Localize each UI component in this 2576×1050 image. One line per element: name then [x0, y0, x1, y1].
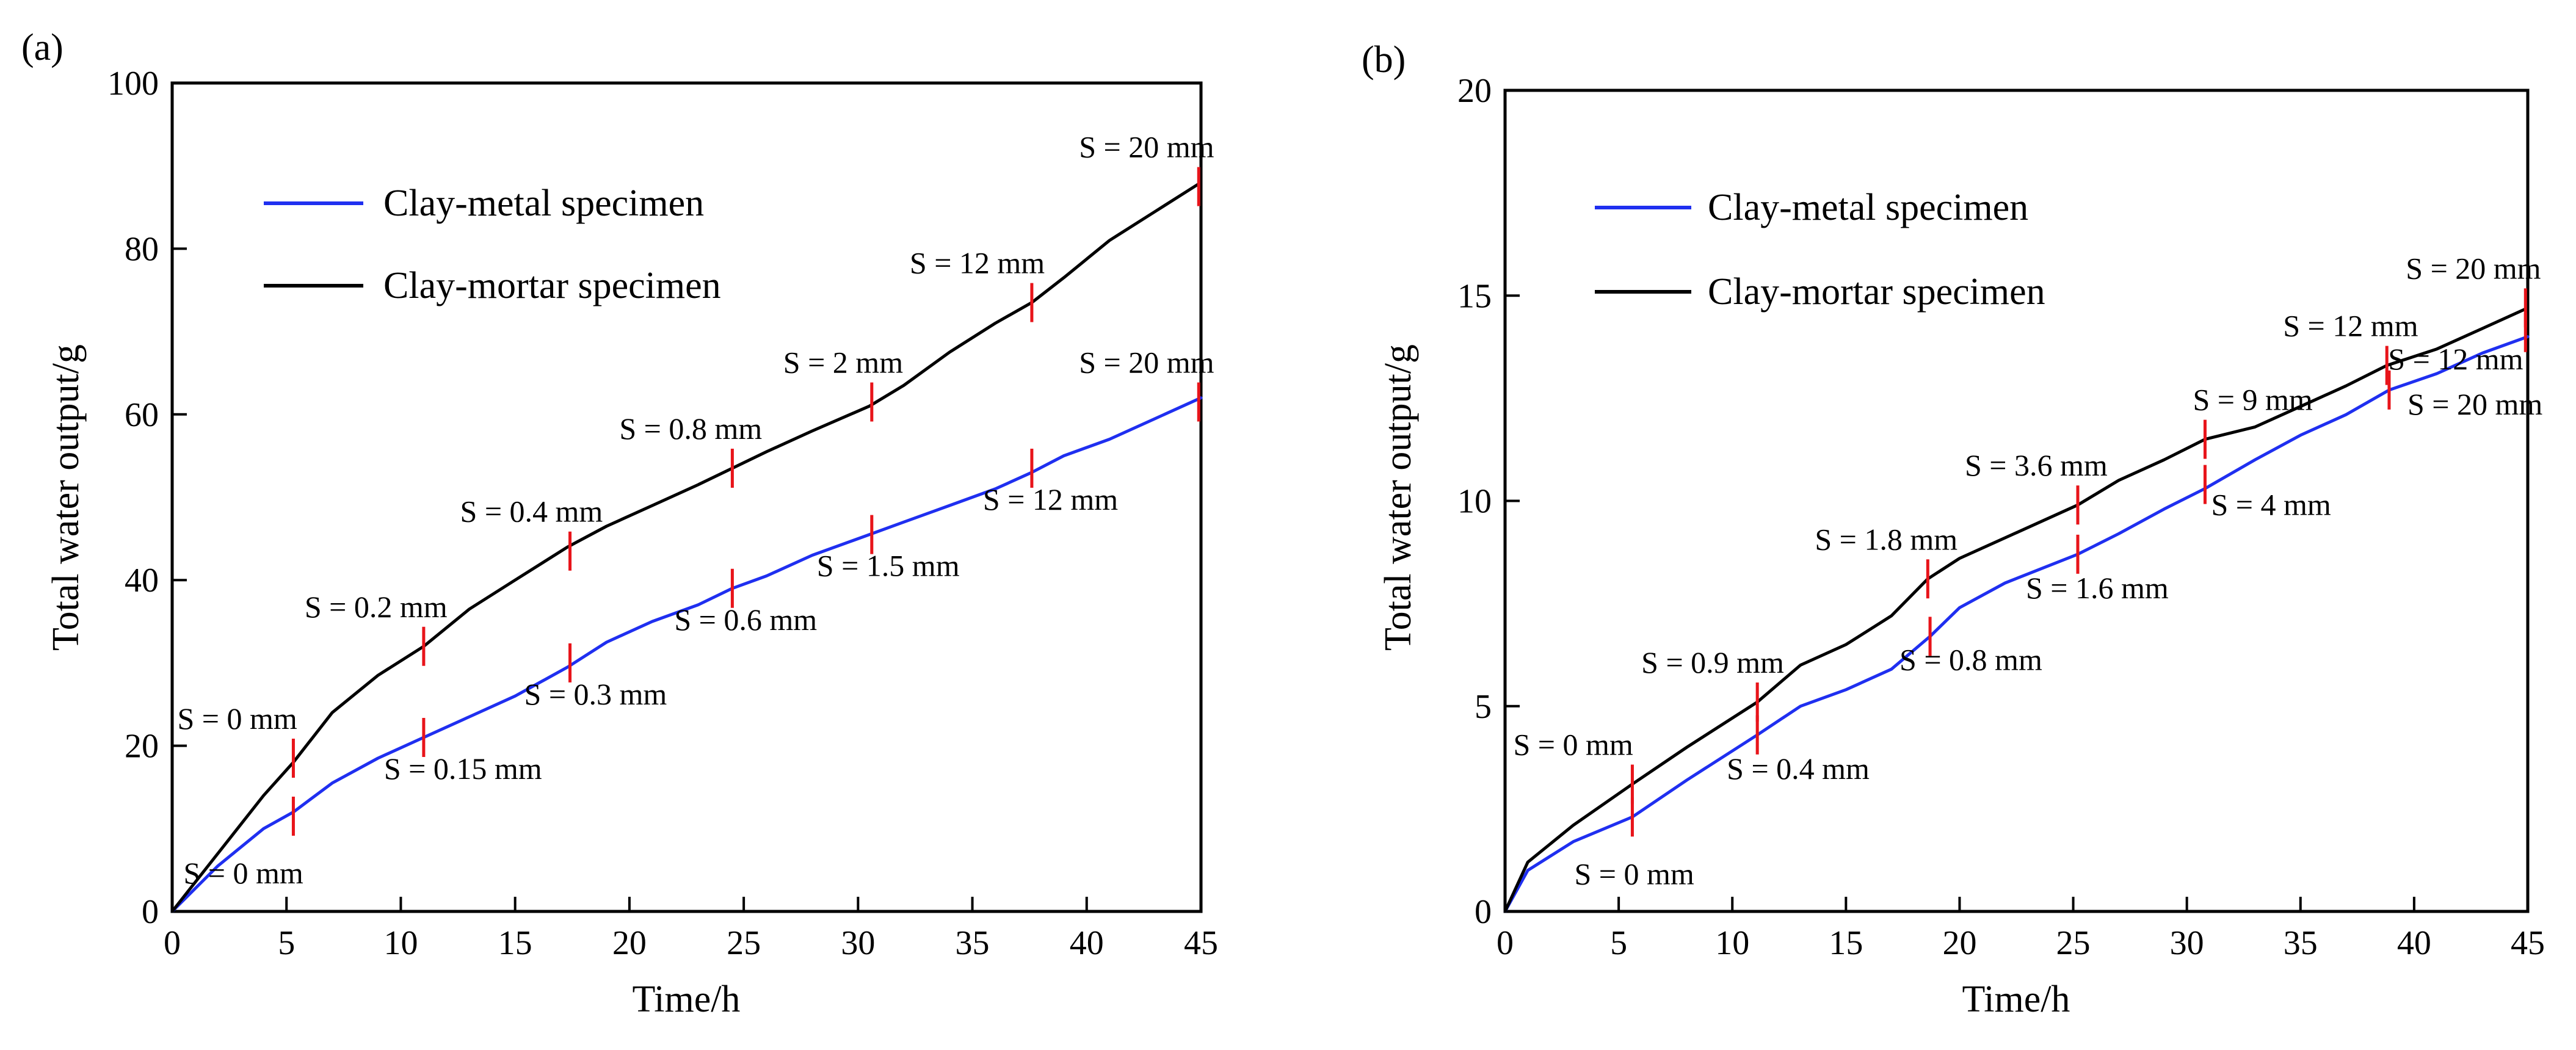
- panel-a-markers: S = 0 mm S = 0 mm S = 0.15 mm S = 0.2 mm S =…: [177, 130, 1214, 890]
- panel-b-marker-label-13: S = 20 mm: [2406, 251, 2541, 285]
- panel-b-x-tick-label-35: 35: [2284, 924, 2318, 962]
- panel-a-marker-label-6: S = 0.6 mm: [674, 603, 817, 637]
- panel-b-y-tick-label-5: 5: [1475, 688, 1492, 726]
- panel-b-label: (b): [1362, 39, 1406, 81]
- panel-b-x-axis-title: Time/h: [1962, 979, 2070, 1020]
- panel-b-x-tick-label-30: 30: [2170, 924, 2204, 962]
- panel-b-y-tick-label-10: 10: [1457, 483, 1492, 521]
- panel-a-marker-label-13: S = 20 mm: [1079, 130, 1214, 164]
- panel-b-y-tick-label-0: 0: [1475, 893, 1492, 931]
- panel-b-marker-label-6: S = 1.6 mm: [2026, 571, 2169, 605]
- panel-b-x-tick-label-0: 0: [1497, 924, 1514, 962]
- panel-b-marker-label-4: S = 0.8 mm: [1899, 642, 2042, 676]
- panel-a-x-axis-title: Time/h: [633, 979, 741, 1020]
- panel-b-legend: Clay-metal specimen Clay-mortar specimen: [1595, 187, 2045, 313]
- panel-b-legend-label-metal: Clay-metal specimen: [1708, 187, 2028, 228]
- panel-b-x-tick-label-10: 10: [1715, 924, 1749, 962]
- panel-a-marker-label-9: S = 2 mm: [783, 345, 903, 379]
- panel-a-chart: (a) 0 5 10 15 20 25 30 35 40 45 0 20 40 60 80 100 S = 0…: [21, 27, 1218, 1020]
- panel-a-series-clay-metal-line: [170, 396, 1203, 913]
- panel-a-marker-label-8: S = 1.5 mm: [817, 549, 960, 583]
- panel-a-x-tick-label-25: 25: [727, 924, 761, 962]
- panel-a-marker-label-0: S = 0 mm: [183, 856, 303, 890]
- panel-b-ticks: 0 5 10 15 20 25 30 35 40 45 0 5 10 15 20: [1457, 72, 2545, 962]
- panel-a-y-tick-label-60: 60: [125, 396, 159, 434]
- panel-b-marker-label-2: S = 0.4 mm: [1727, 751, 1870, 786]
- panel-a-plot-frame: [170, 81, 1203, 913]
- panel-a-legend-label-mortar: Clay-mortar specimen: [383, 265, 721, 306]
- panel-b-marker-label-10: S = 20 mm: [2407, 387, 2542, 421]
- panel-a-y-tick-label-20: 20: [125, 728, 159, 766]
- panel-a-marker-label-3: S = 0.2 mm: [305, 590, 448, 624]
- panel-b-series-clay-mortar-line: [1503, 306, 2530, 913]
- panel-b-y-tick-label-15: 15: [1457, 277, 1492, 315]
- panel-b-marker-label-7: S = 3.6 mm: [1965, 448, 2108, 482]
- panel-a-x-tick-label-10: 10: [383, 924, 418, 962]
- panel-a-x-tick-label-15: 15: [498, 924, 532, 962]
- panel-b-legend-label-mortar: Clay-mortar specimen: [1708, 271, 2045, 313]
- panel-a-marker-label-10: S = 12 mm: [983, 482, 1118, 516]
- panel-a-marker-label-2: S = 0.15 mm: [384, 751, 542, 786]
- panel-b-marker-label-12: S = 12 mm: [2388, 342, 2523, 376]
- panel-b-x-tick-label-15: 15: [1829, 924, 1863, 962]
- panel-a-label: (a): [21, 27, 63, 68]
- panel-b-markers: S = 0 mm S = 0 mm S = 0.4 mm S = 0.9 mm S = …: [1513, 251, 2542, 891]
- panel-a-y-tick-label-0: 0: [142, 893, 159, 931]
- panel-a-marker-label-1: S = 0 mm: [177, 701, 297, 736]
- panel-b-x-tick-label-20: 20: [1942, 924, 1976, 962]
- panel-a-ticks: 0 5 10 15 20 25 30 35 40 45 0 20 40 60 80 100: [107, 65, 1218, 962]
- panel-a-marker-label-12: S = 20 mm: [1079, 345, 1214, 379]
- panel-b-marker-label-0: S = 0 mm: [1574, 856, 1694, 891]
- panel-b-series-clay-metal-line: [1503, 335, 2530, 913]
- panel-a-y-tick-label-80: 80: [125, 230, 159, 268]
- panel-b-x-tick-label-25: 25: [2056, 924, 2091, 962]
- panel-b-marker-label-9: S = 9 mm: [2193, 383, 2312, 417]
- panel-b-x-tick-label-5: 5: [1610, 924, 1627, 962]
- panel-a-x-tick-label-40: 40: [1070, 924, 1104, 962]
- panel-a-y-tick-label-100: 100: [107, 65, 159, 103]
- panel-b-y-tick-label-20: 20: [1457, 72, 1492, 110]
- panel-b-marker-label-11: S = 12 mm: [2283, 309, 2418, 343]
- panel-a-x-tick-label-30: 30: [841, 924, 875, 962]
- panel-b-x-tick-label-45: 45: [2511, 924, 2545, 962]
- panel-a-x-tick-label-20: 20: [612, 924, 647, 962]
- panel-a-y-tick-label-40: 40: [125, 562, 159, 599]
- panel-a-x-tick-label-35: 35: [956, 924, 990, 962]
- panel-a-x-tick-label-0: 0: [164, 924, 181, 962]
- panel-a-legend-label-metal: Clay-metal specimen: [383, 183, 704, 224]
- panel-b-marker-label-1: S = 0 mm: [1513, 728, 1633, 762]
- panel-a-marker-label-11: S = 12 mm: [910, 246, 1045, 280]
- panel-a-legend: Clay-metal specimen Clay-mortar specimen: [264, 183, 721, 306]
- panel-b-y-axis-title: Total water output/g: [1377, 344, 1419, 651]
- panel-a-x-tick-label-5: 5: [278, 924, 295, 962]
- panel-b-marker-label-8: S = 4 mm: [2211, 488, 2331, 522]
- panel-b-marker-label-5: S = 1.8 mm: [1815, 522, 1957, 556]
- panel-b-x-tick-label-40: 40: [2397, 924, 2431, 962]
- panel-b-series: [1503, 306, 2530, 913]
- panel-a-marker-label-5: S = 0.4 mm: [460, 494, 603, 529]
- panel-b-marker-label-3: S = 0.9 mm: [1641, 645, 1784, 679]
- panel-a-y-axis-title: Total water output/g: [45, 344, 87, 651]
- panel-a-marker-label-4: S = 0.3 mm: [524, 677, 667, 711]
- panel-a-marker-label-7: S = 0.8 mm: [619, 411, 762, 446]
- panel-a-x-tick-label-45: 45: [1184, 924, 1218, 962]
